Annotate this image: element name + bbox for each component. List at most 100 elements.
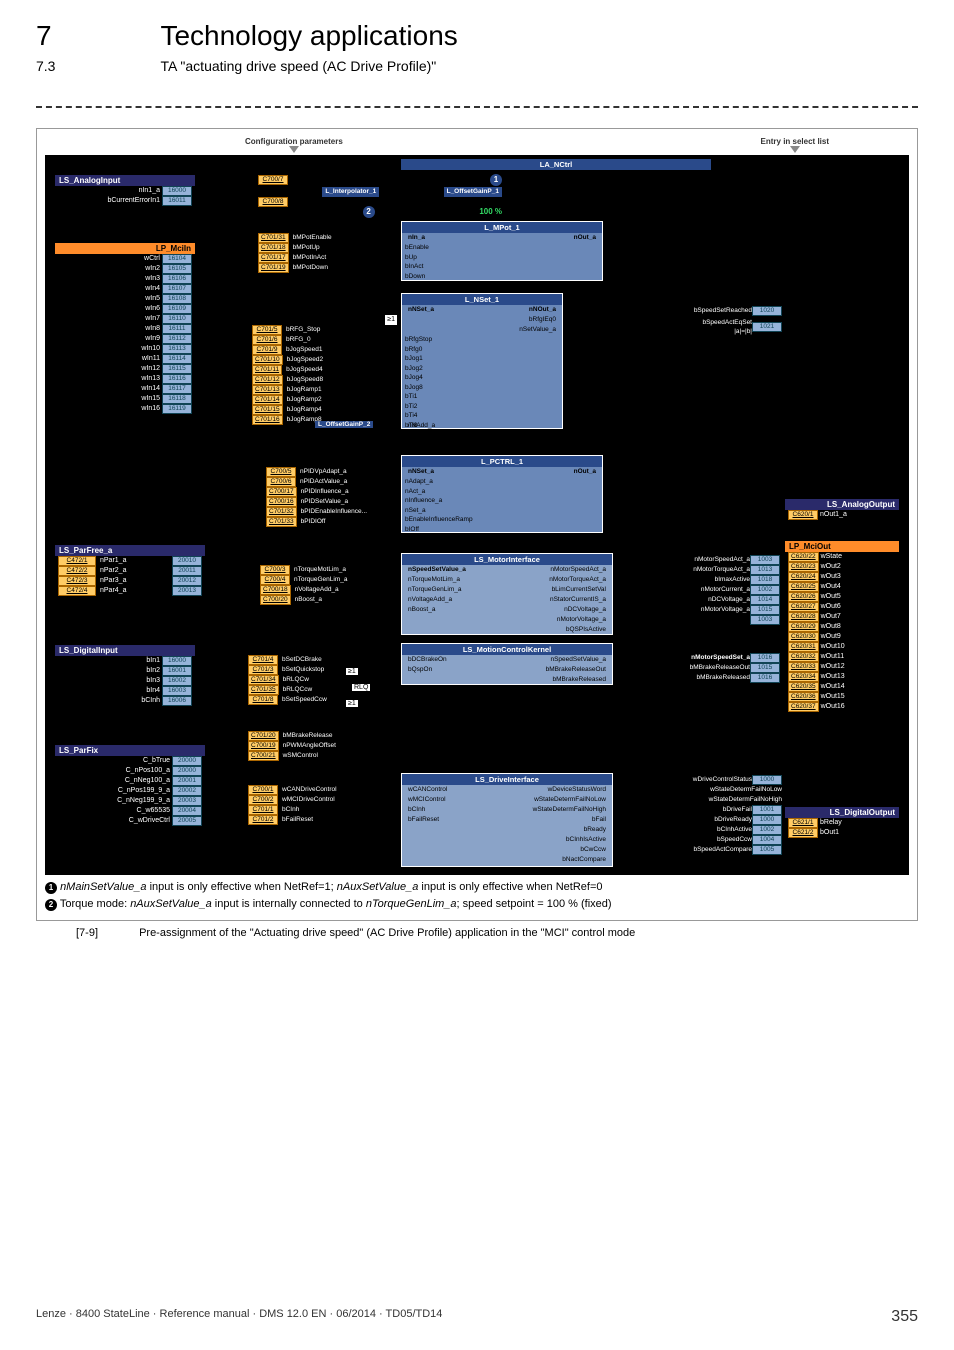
signal-row: wIn6 16109 <box>55 304 195 314</box>
interpolator-tag: L_Interpolator_1 <box>322 187 379 197</box>
signal-row: C_nPos100_a 20000 <box>55 766 205 776</box>
param-row: C700/6 nPIDActValue_a <box>263 477 401 487</box>
signal-row: C620/33 wOut12 <box>785 662 899 672</box>
signal-row: wIn2 16105 <box>55 264 195 274</box>
param-row: C700/18 nVoltageAdd_a <box>257 585 401 595</box>
signal-row: C472/4 nPar4_a 20013 <box>55 586 205 596</box>
signal-row: C_nNeg100_a 20001 <box>55 776 205 786</box>
footnote-1: input is only effective when NetRef=1; n… <box>150 881 603 893</box>
signal-row: bCInh 16006 <box>55 696 195 706</box>
out-row: wDriveControlStatus 1000 <box>613 775 785 785</box>
out-row: nMotorCurrent_a 1002 <box>613 585 783 595</box>
signal-row: wIn15 16118 <box>55 394 195 404</box>
out-row: nMotorSpeedSet_a 1016 <box>613 653 783 663</box>
param-row: C701/17 bMPotInAct <box>255 253 401 263</box>
footnote-ref-2-icon: 2 <box>363 206 375 218</box>
param-row: C701/15 bJogRamp4 <box>249 405 401 415</box>
speed-100pct: 100 % <box>479 207 502 217</box>
signal-row: C_nNeg199_9_a 20003 <box>55 796 205 806</box>
signal-row: C620/34 wOut13 <box>785 672 899 682</box>
param-row: C701/19 bMPotDown <box>255 263 401 273</box>
signal-row: C620/37 wOut16 <box>785 702 899 712</box>
param-row: C700/19 nPWMAngleOffset <box>245 741 401 751</box>
param-row: C701/14 bJogRamp2 <box>249 395 401 405</box>
param-row: C701/20 bMBrakeRelease <box>245 731 401 741</box>
out-row: bSpeedCcw 1004 <box>613 835 785 845</box>
signal-row: C_wDriveCtrl 20005 <box>55 816 205 826</box>
nauxsetvalue: nAuxSetValue_a <box>448 197 502 207</box>
footnote-2: Torque mode: nAuxSetValue_a input is int… <box>60 898 612 910</box>
out-row: bDriveReady 1000 <box>613 815 785 825</box>
ls-motorinterface-module: LS_MotorInterface nSpeedSetValue_a nMoto… <box>401 553 613 635</box>
ls-parfix-title: LS_ParFix <box>55 745 205 756</box>
out-row: bMBrakeReleaseOut 1015 <box>613 663 783 673</box>
signal-row: wIn10 16113 <box>55 344 195 354</box>
signal-row: wIn14 16117 <box>55 384 195 394</box>
param-row: C701/1 bCInh <box>245 805 401 815</box>
legend-select-list: Entry in select list <box>761 137 829 146</box>
ls-mck-title: LS_MotionControlKernel <box>402 644 612 655</box>
legend-config-params: Configuration parameters <box>245 137 343 146</box>
param-row: C701/31 bMPotEnable <box>255 233 401 243</box>
chapter-number: 7 <box>36 20 156 52</box>
out-row: bSpeedActEqSet|a|=|b| 1021 <box>575 319 785 335</box>
signal-row: C472/2 nPar2_a 20011 <box>55 566 205 576</box>
signal-row: wIn5 16108 <box>55 294 195 304</box>
ge1-box-1: ≥1 <box>345 667 359 676</box>
l-pctrl-title: L_PCTRL_1 <box>402 456 602 467</box>
signal-row: C472/1 nPar1_a 20010 <box>55 556 205 566</box>
signal-row: C_bTrue 20000 <box>55 756 205 766</box>
param-row: C700/2 wMCIDriveControl <box>245 795 401 805</box>
root-block-title: LA_NCtrl <box>401 159 711 170</box>
ls-analogoutput-title: LS_AnalogOutput <box>785 499 899 510</box>
signal-row: C620/27 wOut6 <box>785 602 899 612</box>
ls-mck-module: LS_MotionControlKernel bDCBrakeOn nSpeed… <box>401 643 613 685</box>
rlq-box: RLQ <box>351 683 371 692</box>
signal-row: C620/1 nOut1_a <box>785 510 899 520</box>
param-row: C701/4 bSetDCBrake <box>245 655 401 665</box>
signal-row: C620/31 wOut10 <box>785 642 899 652</box>
param-row: C700/20 nBoost_a <box>257 595 401 605</box>
param-row: C701/18 bMPotUp <box>255 243 401 253</box>
param-row: C701/32 bPIDEnableInfluence... <box>263 507 401 517</box>
c700-8: C700/8 <box>258 197 288 207</box>
figure-ref: [7-9] <box>76 927 136 939</box>
signal-row: C620/32 wOut11 <box>785 652 899 662</box>
param-row: C701/35 bRLQCcw <box>245 685 401 695</box>
param-row: C701/6 bRFG_0 <box>249 335 401 345</box>
param-row: C701/34 bRLQCw <box>245 675 401 685</box>
param-row: C701/9 bJogSpeed1 <box>249 345 401 355</box>
nset-out1: bRfgIEq0 <box>529 315 559 325</box>
signal-row: wIn12 16115 <box>55 364 195 374</box>
signal-row: wIn16 16119 <box>55 404 195 414</box>
offsetgain2-tag: L_OffsetGainP_2 <box>315 421 373 428</box>
signal-row: C620/35 wOut14 <box>785 682 899 692</box>
ls-parfree-title: LS_ParFree_a <box>55 545 205 556</box>
section-number: 7.3 <box>36 58 156 74</box>
signal-row: C620/30 wOut9 <box>785 632 899 642</box>
footer-left: Lenze · 8400 StateLine · Reference manua… <box>36 1308 442 1326</box>
lp-mciin-title: LP_MciIn <box>55 243 195 254</box>
param-row: C700/1 wCANDriveControl <box>245 785 401 795</box>
signal-row: wCtrl 16104 <box>55 254 195 264</box>
mpot-out: nOut_a <box>574 233 599 243</box>
signal-row: wIn4 16107 <box>55 284 195 294</box>
ls-digitalinput-title: LS_DigitalInput <box>55 645 195 656</box>
param-row: C701/2 bFailReset <box>245 815 401 825</box>
signal-row: C620/24 wOut3 <box>785 572 899 582</box>
nnadd: nNAdd_a <box>405 421 435 431</box>
param-row: C700/21 wSMControl <box>245 751 401 761</box>
out-row: nMotorSpeedAct_a 1003 <box>613 555 783 565</box>
signal-row: C620/23 wOut2 <box>785 562 899 572</box>
param-row: C701/5 bRFG_Stop <box>249 325 401 335</box>
signal-row: wIn7 16110 <box>55 314 195 324</box>
out-row: bImaxActive 1018 <box>613 575 783 585</box>
param-row: C700/4 nTorqueGenLim_a <box>257 575 401 585</box>
signal-row: C620/22 wState <box>785 552 899 562</box>
out-row: bMBrakeReleased 1016 <box>613 673 783 683</box>
out-row: bCInhActive 1002 <box>613 825 785 835</box>
signal-row: C620/36 wOut15 <box>785 692 899 702</box>
separator <box>36 106 918 108</box>
ls-motorinterface-title: LS_MotorInterface <box>402 554 612 565</box>
param-row: C700/3 nTorqueMotLim_a <box>257 565 401 575</box>
